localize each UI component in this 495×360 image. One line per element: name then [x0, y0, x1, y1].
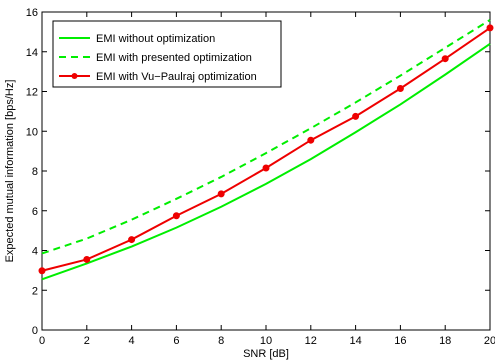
legend-entry-label: EMI with presented optimization	[96, 52, 252, 64]
y-tick-label: 14	[26, 47, 38, 59]
y-tick-label: 16	[26, 7, 38, 19]
y-tick-label: 10	[26, 126, 38, 138]
x-tick-label: 14	[349, 335, 361, 347]
x-tick-label: 16	[394, 335, 406, 347]
data-point	[217, 190, 225, 198]
y-tick-label: 8	[32, 166, 38, 178]
legend: EMI without optimization EMI with present…	[52, 20, 282, 88]
data-point	[352, 112, 360, 120]
legend-marker	[71, 73, 78, 79]
legend-entry-label: EMI without optimization	[96, 33, 215, 45]
data-point	[441, 55, 449, 63]
legend-entry-label: EMI with Vu−Paulraj optimization	[96, 71, 257, 83]
y-tick-label: 0	[32, 325, 38, 337]
x-tick-label: 8	[218, 335, 224, 347]
data-point	[128, 236, 136, 244]
data-point	[83, 255, 91, 263]
data-point	[307, 136, 315, 144]
series-line-emi-with-presented-optimization	[41, 19, 491, 255]
y-tick-label: 4	[32, 246, 38, 258]
x-tick-label: 0	[39, 335, 45, 347]
x-tick-label: 20	[484, 335, 495, 347]
y-axis-label: Expected mutual information [bps/Hz]	[4, 80, 16, 263]
series-layer	[38, 19, 494, 281]
data-point	[396, 85, 404, 93]
x-tick-label: 4	[129, 335, 135, 347]
x-tick-label: 2	[84, 335, 90, 347]
y-tick-label: 6	[32, 206, 38, 218]
x-tick-label: 18	[439, 335, 451, 347]
series-line-emi-without-optimization	[41, 42, 491, 281]
x-tick-label: 12	[305, 335, 317, 347]
data-point	[172, 212, 180, 220]
data-point	[38, 267, 46, 275]
y-tick-label: 2	[32, 285, 38, 297]
x-tick-label: 6	[173, 335, 179, 347]
data-point	[486, 24, 494, 32]
y-tick-label: 12	[26, 87, 38, 99]
legend-box	[52, 20, 282, 88]
x-tick-label: 10	[260, 335, 272, 347]
data-point	[262, 164, 270, 172]
x-axis-label: SNR [dB]	[243, 348, 289, 360]
axis-ticks: 0 2 4 6 8 10 12 14 16 18 20 0 2 4 6 8 10 12 14 16	[26, 7, 495, 347]
